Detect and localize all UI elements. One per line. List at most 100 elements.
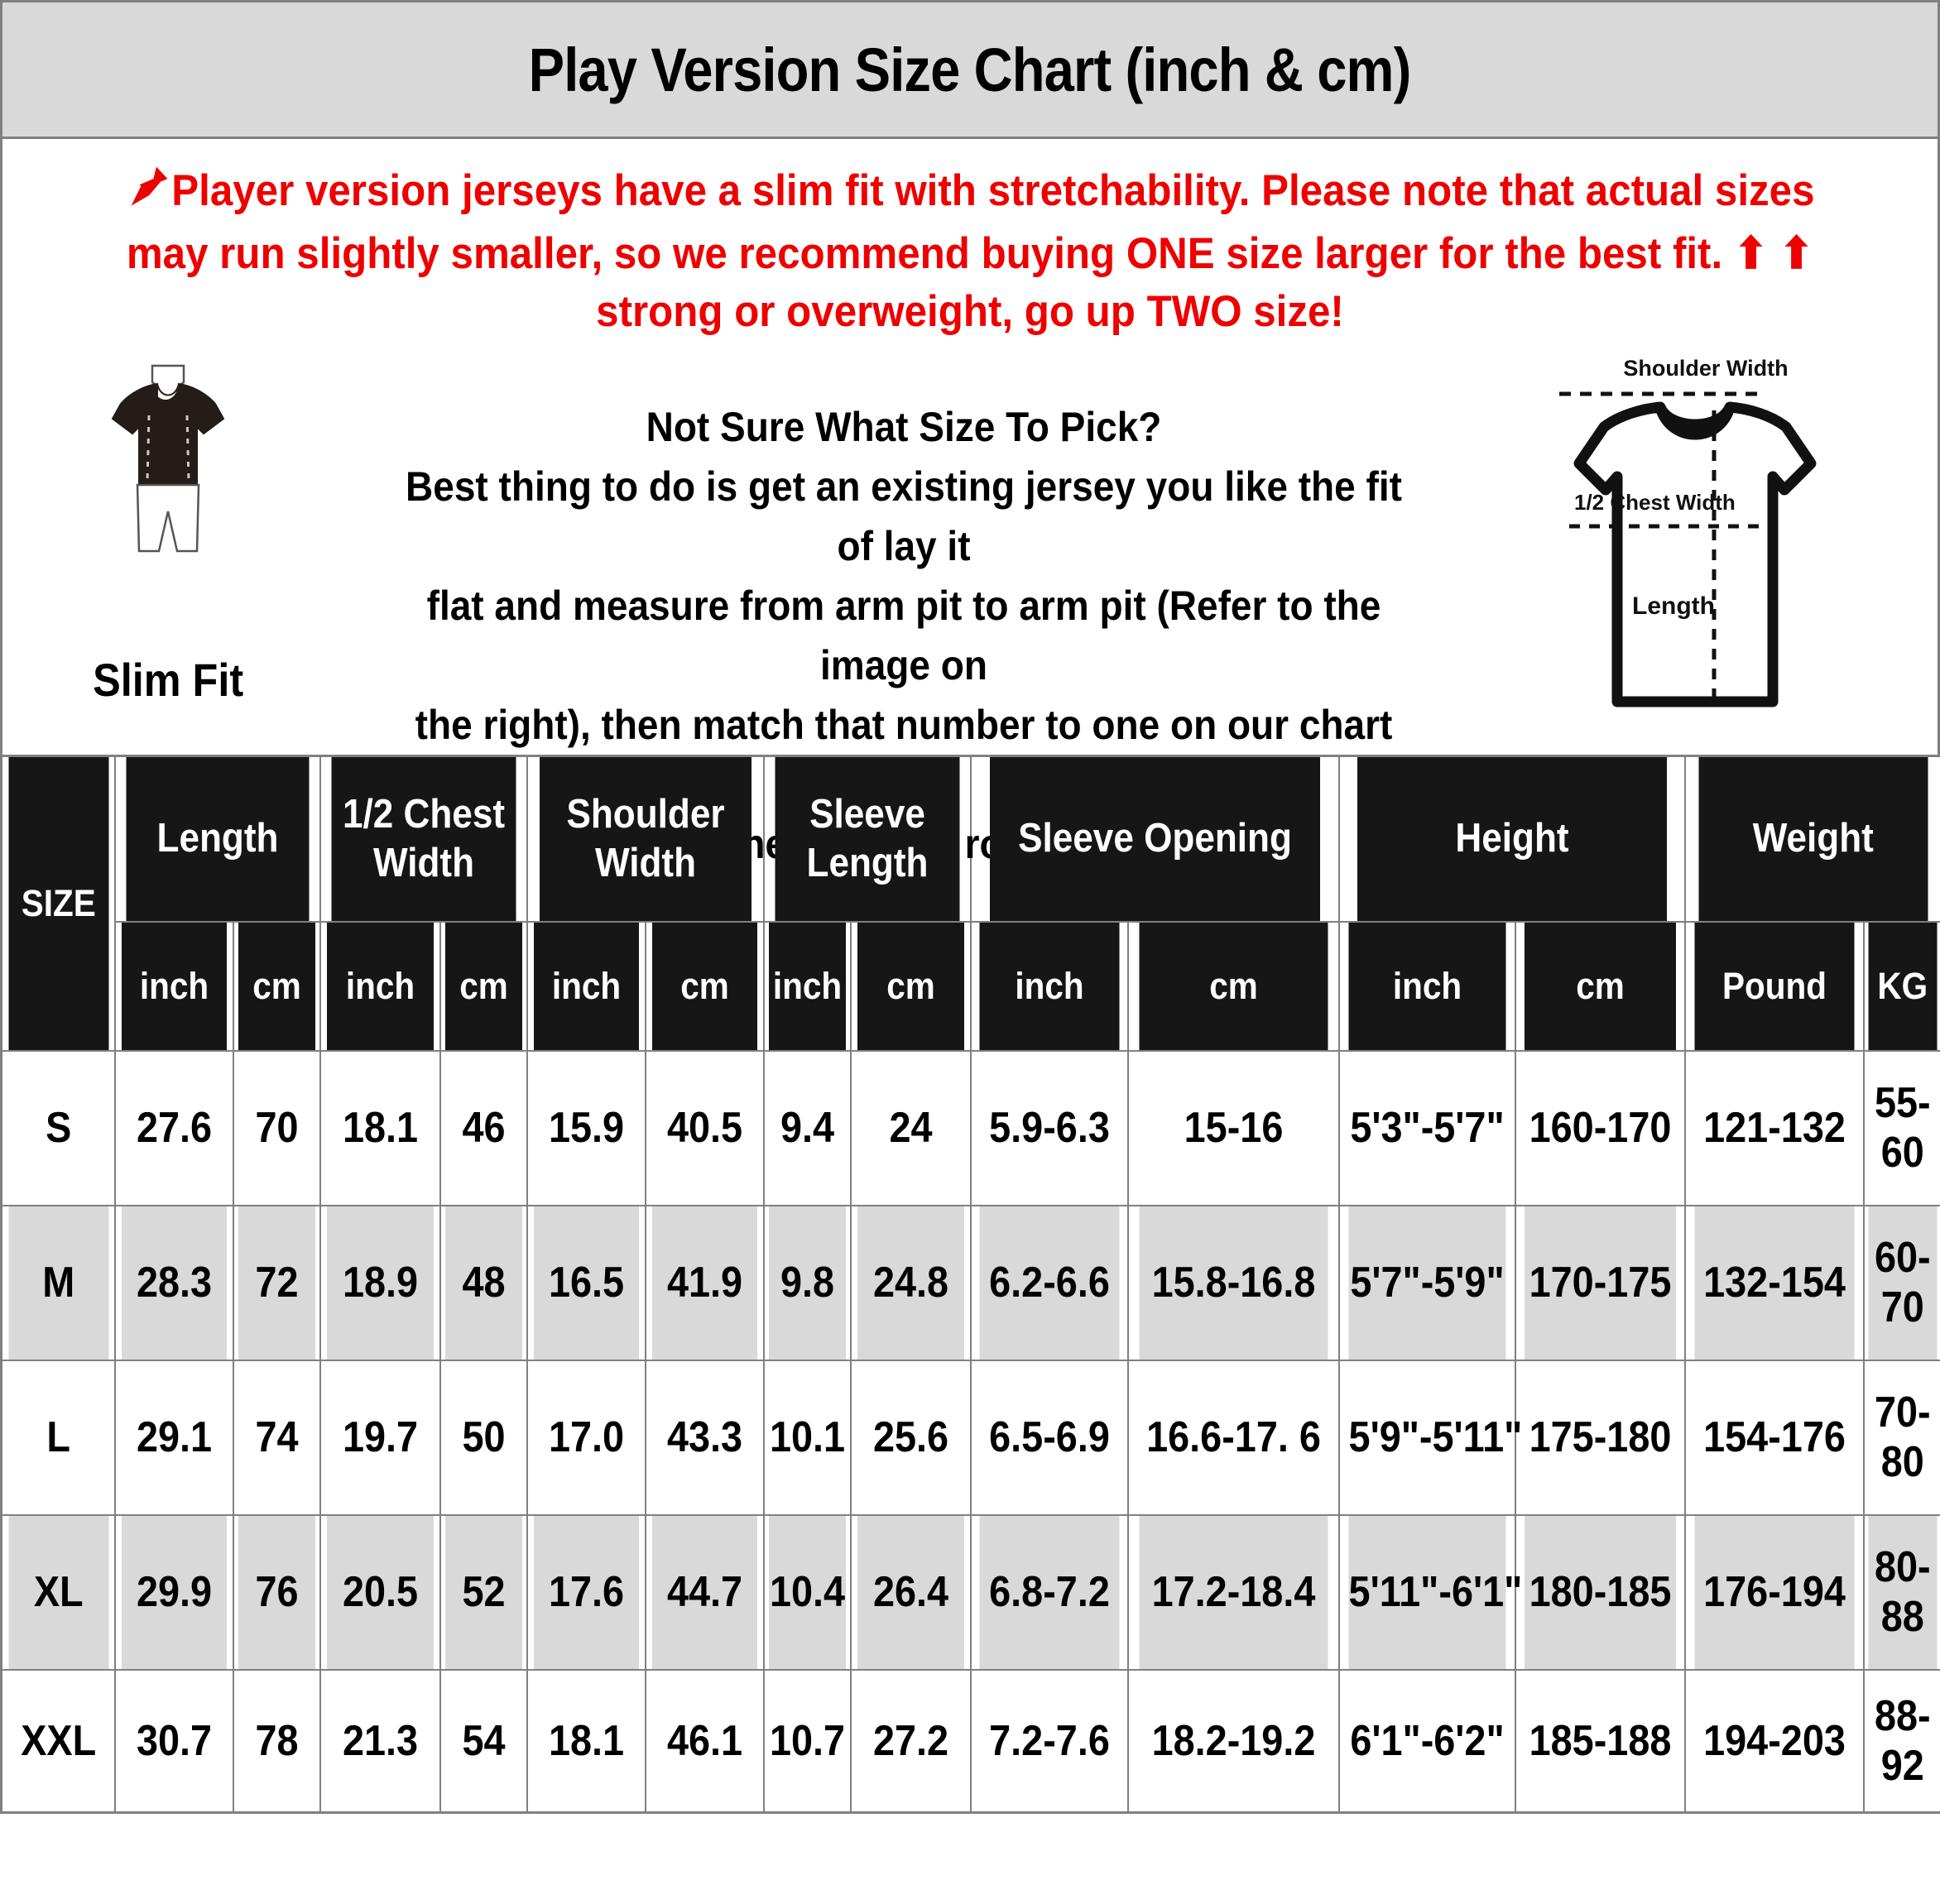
cell: 6.8-7.2 (977, 1513, 1121, 1671)
cell: 29.9 (119, 1513, 228, 1671)
cell: 180-185 (1522, 1513, 1678, 1671)
table-row: XXL 30.7 78 21.3 54 18.1 46.1 10.7 27.2 … (2, 1668, 1940, 1814)
tshirt-measurement-icon: Shoulder Width 1/2 Chest Width Length (1511, 351, 1900, 719)
half-chest-width-label: 1/2 Chest Width (1574, 490, 1736, 515)
guidance-block: Not Sure What Size To Pick? Best thing t… (334, 346, 1474, 874)
cell: 5'7"-5'9" (1347, 1204, 1507, 1361)
unit-length-inch: inch (119, 920, 228, 1052)
cell: 7.2-7.6 (977, 1668, 1121, 1814)
header-group-shoulder-width: Shoulder Width (537, 755, 753, 923)
cell: 27.2 (855, 1668, 966, 1814)
row-size-label: XL (6, 1513, 110, 1671)
cell: 6'1"-6'2" (1347, 1668, 1507, 1814)
header-group-half-chest-width: 1/2 Chest Width (329, 755, 517, 923)
cell: 5'3"-5'7" (1347, 1049, 1507, 1206)
cell: 24 (855, 1049, 966, 1206)
cell: 6.2-6.6 (977, 1204, 1121, 1361)
cell: 121-132 (1693, 1049, 1856, 1206)
cell: 17.2-18.4 (1137, 1513, 1329, 1671)
cell: 80-88 (1866, 1513, 1938, 1671)
guidance-heading: Not Sure What Size To Pick? (646, 403, 1162, 450)
cell: 170-175 (1522, 1204, 1678, 1361)
cell: 60-70 (1866, 1204, 1938, 1361)
row-size-label: L (6, 1359, 110, 1516)
cell: 18.1 (324, 1049, 435, 1206)
header-row-groups: SIZE Length 1/2 Chest Width Shoulder Wid… (2, 755, 1940, 1052)
unit-shoulder-cm: cm (650, 920, 759, 1052)
header-size: SIZE (6, 755, 110, 1052)
cell: 76 (236, 1513, 317, 1671)
notice-line-1: Player version jerseys have a slim fit w… (126, 166, 1815, 278)
header-row-units: inch cm inch cm inch cm inch cm inch cm … (2, 920, 1940, 1052)
cell: 160-170 (1522, 1049, 1678, 1206)
length-label: Length (1632, 592, 1715, 620)
tshirt-diagram-block: Shoulder Width 1/2 Chest Width Length (1474, 346, 1938, 719)
cell: 17.0 (531, 1359, 641, 1516)
info-section: Slim Fit Not Sure What Size To Pick? Bes… (0, 340, 1940, 867)
cell: 54 (443, 1668, 524, 1814)
size-table: SIZE Length 1/2 Chest Width Shoulder Wid… (0, 754, 1940, 1814)
table-row: M 28.3 72 18.9 48 16.5 41.9 9.8 24.8 6.2… (2, 1204, 1940, 1361)
unit-shoulder-inch: inch (531, 920, 641, 1052)
notice-line-3: go up TWO size! (1024, 286, 1344, 336)
cell: 9.4 (766, 1049, 848, 1206)
cell: 48 (443, 1204, 524, 1361)
shoulder-width-label: Shoulder Width (1623, 356, 1788, 381)
guidance-line-1: Best thing to do is get an existing jers… (406, 463, 1402, 569)
cell: 16.6-17. 6 (1137, 1359, 1329, 1516)
unit-weight-kg: KG (1866, 920, 1938, 1052)
cell: 52 (443, 1513, 524, 1671)
cell: 10.4 (766, 1513, 848, 1671)
cell: 194-203 (1693, 1668, 1856, 1814)
unit-half-chest-inch: inch (324, 920, 435, 1052)
row-size-label: S (6, 1049, 110, 1206)
cell: 72 (236, 1204, 317, 1361)
cell: 15.9 (531, 1049, 641, 1206)
unit-sleeve-length-cm: cm (855, 920, 966, 1052)
cell: 10.1 (766, 1359, 848, 1516)
notice-text: Player version jerseys have a slim fit w… (87, 162, 1852, 341)
page-title: Play Version Size Chart (inch & cm) (529, 35, 1412, 104)
cell: 18.9 (324, 1204, 435, 1361)
unit-height-inch: inch (1347, 920, 1507, 1052)
pushpin-icon (125, 162, 170, 225)
cell: 30.7 (119, 1668, 228, 1814)
slim-fit-mannequin-icon (81, 361, 255, 613)
cell: 19.7 (324, 1359, 435, 1516)
cell: 74 (236, 1359, 317, 1516)
cell: 17.6 (531, 1513, 641, 1671)
cell: 70 (236, 1049, 317, 1206)
size-table-head: SIZE Length 1/2 Chest Width Shoulder Wid… (2, 755, 1940, 1052)
header-group-length: Length (124, 755, 311, 923)
cell: 154-176 (1693, 1359, 1856, 1516)
cell: 26.4 (855, 1513, 966, 1671)
cell: 185-188 (1522, 1668, 1678, 1814)
cell: 46.1 (650, 1668, 759, 1814)
cell: 24.8 (855, 1204, 966, 1361)
cell: 40.5 (650, 1049, 759, 1206)
cell: 15-16 (1137, 1049, 1329, 1206)
cell: 9.8 (766, 1204, 848, 1361)
cell: 41.9 (650, 1204, 759, 1361)
notice-section: Player version jerseys have a slim fit w… (0, 139, 1940, 341)
header-group-sleeve-length: Sleeve Length (773, 755, 961, 923)
unit-half-chest-cm: cm (443, 920, 524, 1052)
cell: 46 (443, 1049, 524, 1206)
cell: 28.3 (119, 1204, 228, 1361)
slim-fit-label: Slim Fit (92, 653, 243, 706)
cell: 18.2-19.2 (1137, 1668, 1329, 1814)
unit-length-cm: cm (236, 920, 317, 1052)
cell: 88-92 (1866, 1668, 1938, 1814)
cell: 21.3 (324, 1668, 435, 1814)
table-row: S 27.6 70 18.1 46 15.9 40.5 9.4 24 5.9-6… (2, 1049, 1940, 1206)
cell: 43.3 (650, 1359, 759, 1516)
cell: 176-194 (1693, 1513, 1856, 1671)
cell: 16.5 (531, 1204, 641, 1361)
table-row: L 29.1 74 19.7 50 17.0 43.3 10.1 25.6 6.… (2, 1359, 1940, 1516)
cell: 10.7 (766, 1668, 848, 1814)
cell: 15.8-16.8 (1137, 1204, 1329, 1361)
unit-height-cm: cm (1522, 920, 1678, 1052)
cell: 5'9"-5'11" (1347, 1359, 1522, 1516)
cell: 5'11"-6'1" (1347, 1513, 1522, 1671)
